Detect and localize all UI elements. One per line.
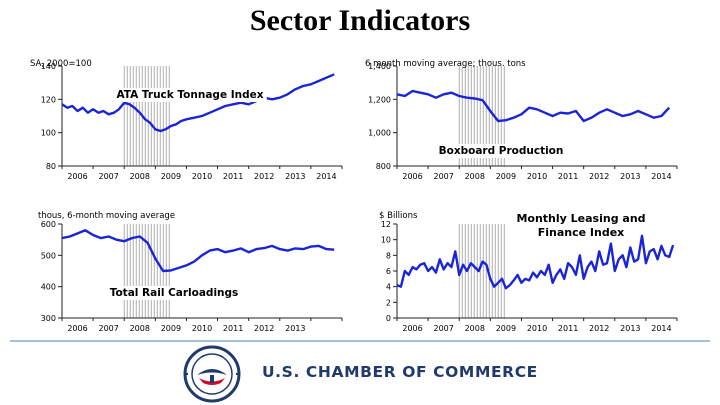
boxboard-series-line — [396, 89, 671, 123]
x-tick-label: 2006 — [402, 324, 422, 333]
x-tick-label: 2009 — [161, 172, 181, 181]
chart-title-line: Finance Index — [538, 226, 625, 239]
x-tick-label: 2011 — [558, 172, 578, 181]
x-tick-label: 2007 — [433, 172, 453, 181]
y-tick-label: 4 — [386, 283, 391, 292]
chart-title-bg — [113, 88, 267, 102]
x-tick-label: 2010 — [527, 172, 547, 181]
chart-title: Total Rail Carloadings — [110, 287, 239, 299]
truck-series-line — [61, 73, 335, 133]
chart-boxboard-production: 800 1,000 1,200 1,400 2006 2007 2008 2009 2010 20… — [335, 52, 695, 222]
unit-label: thous, 6-month moving average — [38, 211, 175, 221]
x-tick-label: 2012 — [589, 172, 609, 181]
x-tick-label: 2012 — [589, 324, 609, 333]
y-tick-label: 1,200 — [368, 95, 391, 104]
x-tick-label: 2014 — [651, 324, 671, 333]
y-tick-label: 8 — [386, 251, 391, 260]
y-tick-label: 12 — [381, 220, 391, 229]
y-tick-label: 10 — [381, 236, 391, 245]
y-tick-label: 1,400 — [368, 62, 391, 71]
truck-recession-band — [123, 66, 170, 166]
x-tick-label: 2010 — [527, 324, 547, 333]
chart-truck-tonnage-svg: 80 100 120 140 2006 2007 2008 2009 2010 2011 2012 2… — [30, 59, 343, 181]
x-tick-label: 2009 — [161, 324, 181, 333]
unit-label: $ Billions — [379, 211, 418, 221]
chart-leasing-finance: 0 2 4 6 8 10 12 2006 2007 2008 2009 2010 2011 2012 201… — [335, 208, 695, 378]
x-tick-label: 2012 — [254, 324, 274, 333]
chart-title-bg — [106, 286, 242, 300]
x-tick-label: 2008 — [130, 172, 150, 181]
y-tick-label: 500 — [41, 251, 56, 260]
x-tick-label: 2008 — [130, 324, 150, 333]
organization-name: U.S. CHAMBER OF COMMERCE — [262, 363, 538, 381]
y-tick-label: 800 — [376, 162, 391, 171]
y-tick-label: 100 — [41, 129, 56, 138]
x-tick-label: 2007 — [433, 324, 453, 333]
y-tick-label: 600 — [41, 220, 56, 229]
chart-boxboard-production-svg: 800 1,000 1,200 1,400 2006 2007 2008 2009 2010 20… — [365, 59, 678, 181]
x-tick-label: 2010 — [192, 324, 212, 333]
y-tick-label: 120 — [41, 95, 56, 104]
chart-leasing-finance-svg: 0 2 4 6 8 10 12 2006 2007 2008 2009 2010 2011 2012 201… — [379, 211, 678, 333]
y-tick-label: 1,000 — [368, 129, 391, 138]
x-tick-label: 2008 — [465, 172, 485, 181]
x-tick-label: 2013 — [620, 172, 640, 181]
x-tick-label: 2011 — [223, 324, 243, 333]
x-tick-label: 2014 — [316, 172, 336, 181]
x-tick-label: 2014 — [651, 172, 671, 181]
y-tick-label: 400 — [41, 283, 56, 292]
chart-truck-tonnage: 80 100 120 140 2006 2007 2008 2009 2010 2011 2012 2… — [0, 52, 360, 222]
x-tick-label: 2013 — [285, 324, 305, 333]
x-tick-label: 2012 — [254, 172, 274, 181]
x-tick-label: 2009 — [496, 324, 516, 333]
unit-label: SA, 2000=100 — [30, 59, 92, 69]
chart-title: Boxboard Production — [439, 145, 564, 157]
chart-title-bg — [435, 144, 567, 158]
chart-title: ATA Truck Tonnage Index — [116, 89, 263, 101]
chart-rail-carloadings-svg: 300 400 500 600 2006 2007 2008 2009 2010 2011 2012… — [38, 211, 343, 333]
chart-title: Monthly Leasing and Finance Index — [516, 212, 645, 239]
x-tick-label: 2007 — [98, 324, 118, 333]
unit-label: 6 month moving average; thous. tons — [365, 59, 526, 69]
y-tick-label: 80 — [46, 162, 56, 171]
leasing-series-line — [396, 234, 675, 290]
x-tick-label: 2008 — [465, 324, 485, 333]
x-tick-label: 2009 — [496, 172, 516, 181]
x-tick-label: 2013 — [285, 172, 305, 181]
x-tick-label: 2011 — [558, 324, 578, 333]
chart-rail-carloadings: 300 400 500 600 2006 2007 2008 2009 2010 2011 2012… — [0, 208, 360, 378]
y-tick-label: 300 — [41, 314, 56, 323]
x-tick-label: 2006 — [67, 172, 87, 181]
page-title: Sector Indicators — [249, 4, 471, 37]
rail-series-line — [61, 229, 335, 273]
chart-title-line: Monthly Leasing and — [516, 212, 645, 225]
y-tick-label: 2 — [386, 298, 391, 307]
x-tick-label: 2013 — [620, 324, 640, 333]
y-tick-label: 0 — [386, 314, 391, 323]
x-tick-label: 2006 — [67, 324, 87, 333]
chamber-seal-icon — [183, 345, 241, 403]
x-tick-label: 2011 — [223, 172, 243, 181]
y-tick-label: 140 — [41, 62, 56, 71]
x-tick-label: 2007 — [98, 172, 118, 181]
y-tick-label: 6 — [386, 267, 391, 276]
footer-divider — [10, 340, 710, 342]
x-tick-label: 2010 — [192, 172, 212, 181]
x-tick-label: 2006 — [402, 172, 422, 181]
